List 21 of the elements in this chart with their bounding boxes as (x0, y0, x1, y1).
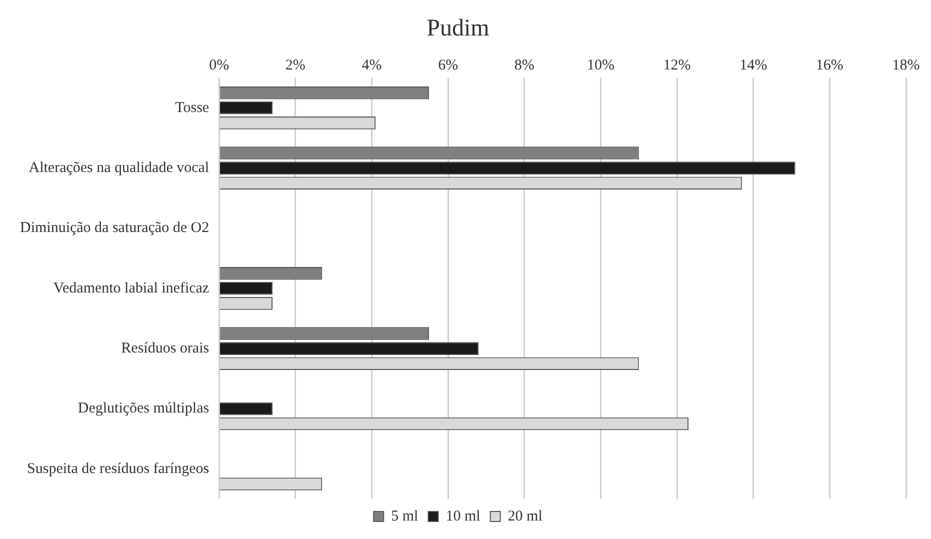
x-tick-label: 8% (514, 58, 534, 74)
legend-label: 10 ml (446, 508, 480, 524)
x-tick-label: 12% (663, 58, 691, 74)
legend-label: 5 ml (391, 508, 418, 524)
y-tick-label: Deglutições múltiplas (78, 400, 210, 417)
x-tick-label: 4% (362, 58, 382, 74)
x-tick-label: 14% (740, 58, 768, 74)
x-tick-label: 2% (285, 58, 306, 74)
y-tick-label: Alterações na qualidade vocal (28, 160, 210, 176)
x-tick-label: 10% (586, 58, 614, 74)
y-tick-label: Tosse (175, 100, 210, 116)
x-tick-label: 0% (209, 58, 230, 74)
y-tick-label: Diminuição da saturação de O2 (20, 220, 210, 236)
chart-title: Pudim (426, 16, 490, 42)
legend-label: 20 ml (508, 508, 542, 524)
x-tick-label: 6% (438, 58, 458, 74)
y-tick-label: Vedamento labial ineficaz (53, 280, 210, 296)
x-tick-label: 18% (892, 58, 920, 74)
y-tick-label: Suspeita de resíduos faríngeos (27, 460, 210, 477)
y-tick-label: Resíduos orais (121, 340, 210, 357)
x-tick-label: 16% (816, 58, 844, 74)
